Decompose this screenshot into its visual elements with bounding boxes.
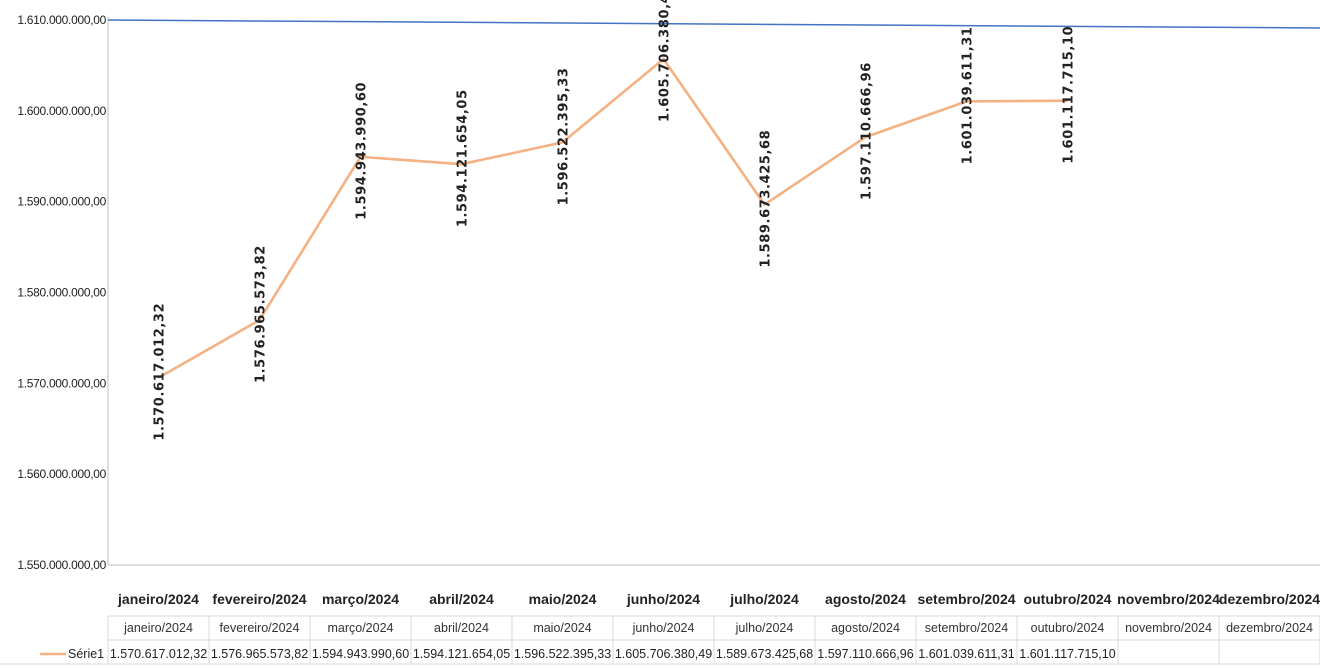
table-category-cell: julho/2024 — [735, 621, 794, 635]
table-value-cell: 1.601.039.611,31 — [918, 647, 1014, 661]
y-tick-label: 1.600.000.000,00 — [17, 104, 106, 118]
x-tick-label: junho/2024 — [626, 591, 700, 607]
table-category-cell: maio/2024 — [533, 621, 591, 635]
data-label: 1.597.110.666,96 — [860, 62, 875, 200]
table-category-cell: fevereiro/2024 — [220, 621, 300, 635]
x-tick-label: maio/2024 — [529, 591, 597, 607]
top-reference-line — [107, 19, 1320, 29]
x-tick-label: agosto/2024 — [825, 591, 906, 607]
table-value-cell: 1.596.522.395,33 — [514, 647, 611, 661]
table-value-cell: 1.594.943.990,60 — [312, 647, 409, 661]
y-tick-label: 1.590.000.000,00 — [17, 195, 106, 209]
x-tick-label: dezembro/2024 — [1219, 591, 1320, 607]
table-category-cell: janeiro/2024 — [123, 621, 193, 635]
y-tick-label: 1.570.000.000,00 — [17, 376, 106, 390]
x-tick-label: janeiro/2024 — [117, 591, 199, 607]
x-tick-label: outubro/2024 — [1024, 591, 1112, 607]
table-category-cell: março/2024 — [327, 621, 393, 635]
y-tick-label: 1.610.000.000,00 — [17, 13, 106, 27]
y-tick-label: 1.580.000.000,00 — [17, 286, 106, 300]
data-label: 1.596.522.395,33 — [557, 67, 572, 205]
table-value-cell: 1.589.673.425,68 — [716, 647, 813, 661]
data-label: 1.601.117.715,10 — [1062, 26, 1077, 164]
table-value-cell: 1.594.121.654,05 — [413, 647, 510, 661]
table-category-cell: abril/2024 — [434, 621, 489, 635]
table-value-cell: 1.576.965.573,82 — [211, 647, 308, 661]
table-category-cell: agosto/2024 — [831, 621, 900, 635]
series-line-serie1 — [157, 57, 1068, 379]
table-category-cell: setembro/2024 — [925, 621, 1008, 635]
x-tick-label: março/2024 — [322, 591, 399, 607]
data-label: 1.601.039.611,31 — [961, 26, 976, 164]
table-category-cell: outubro/2024 — [1031, 621, 1105, 635]
table-value-cell: 1.570.617.012,32 — [110, 647, 207, 661]
table-category-cell: novembro/2024 — [1125, 621, 1212, 635]
table-value-cell: 1.605.706.380,49 — [615, 647, 712, 661]
x-tick-label: julho/2024 — [729, 591, 799, 607]
data-label: 1.576.965.573,82 — [254, 245, 269, 383]
x-tick-label: abril/2024 — [429, 591, 494, 607]
table-category-cell: dezembro/2024 — [1226, 621, 1313, 635]
table-value-cell: 1.597.110.666,96 — [817, 647, 913, 661]
table-value-cell: 1.601.117.715,10 — [1019, 647, 1115, 661]
x-tick-label: novembro/2024 — [1117, 591, 1220, 607]
data-label: 1.570.617.012,32 — [153, 303, 168, 441]
y-tick-label: 1.550.000.000,00 — [17, 558, 106, 572]
x-tick-label: setembro/2024 — [917, 591, 1015, 607]
table-category-cell: junho/2024 — [632, 621, 695, 635]
x-tick-label: fevereiro/2024 — [212, 591, 306, 607]
series-name-label: Série1 — [68, 647, 104, 661]
data-label: 1.589.673.425,68 — [759, 130, 774, 268]
y-tick-label: 1.560.000.000,00 — [17, 467, 106, 481]
data-label: 1.594.121.654,05 — [456, 89, 471, 227]
data-label: 1.594.943.990,60 — [355, 82, 370, 220]
data-label: 1.605.706.380,49 — [658, 0, 673, 122]
